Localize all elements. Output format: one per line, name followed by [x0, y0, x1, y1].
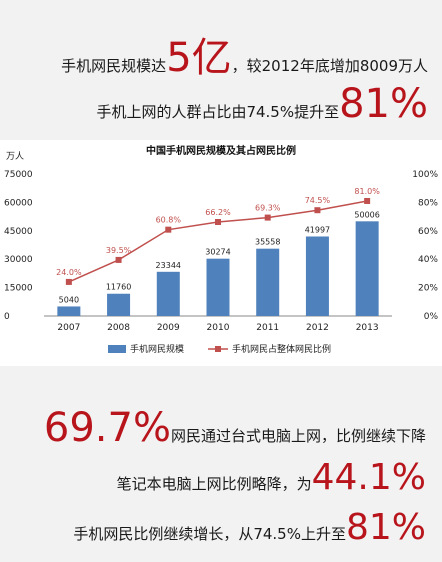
footer-mobile-number: 81% — [345, 507, 426, 548]
footer-desktop-text: 网民通过台式电脑上网，比例继续下降 — [170, 427, 426, 445]
share-point-2007 — [65, 278, 72, 285]
left-tick-label: 0 — [4, 312, 10, 322]
share-value-label: 81.0% — [354, 187, 380, 196]
left-tick-label: 15000 — [4, 284, 33, 294]
bar-value-label: 41997 — [305, 225, 330, 234]
share-value-label: 24.0% — [56, 268, 82, 277]
share-point-2013 — [364, 197, 371, 204]
x-tick-label: 2013 — [356, 323, 379, 333]
bar-2011 — [256, 248, 280, 316]
bar-2007 — [57, 306, 81, 316]
headline-scale-prefix: 手机网民规模达 — [61, 57, 167, 75]
headline-scale-number: 5亿 — [166, 35, 232, 81]
chart-panel: 中国手机网民规模及其占网民比例 万人 0 15000 30000 45000 60000… — [0, 140, 442, 366]
share-point-2011 — [264, 214, 271, 221]
headline-scale-suffix: ，较2012年底增加8009万人 — [231, 57, 428, 75]
mobile-users-chart: 中国手机网民规模及其占网民比例 万人 0 15000 30000 45000 60000… — [4, 144, 439, 355]
share-point-2008 — [115, 256, 122, 263]
right-tick-label: 20% — [418, 284, 438, 294]
legend-bar-label: 手机网民规模 — [130, 343, 184, 355]
legend-bar-swatch — [108, 345, 126, 353]
footer-mobile: 手机网民比例继续增长，从74.5%上升至81% — [73, 510, 426, 546]
footer-laptop-number: 44.1% — [311, 457, 426, 498]
bar-2012 — [305, 236, 329, 316]
share-point-2012 — [314, 207, 321, 214]
left-axis-unit: 万人 — [6, 151, 24, 162]
share-value-label: 60.8% — [156, 216, 182, 225]
x-tick-label: 2007 — [57, 323, 80, 333]
headline-share: 手机上网的人群占比由74.5%提升至81% — [96, 84, 428, 124]
legend-line-marker — [215, 346, 221, 352]
left-tick-label: 30000 — [4, 255, 33, 265]
x-tick-label: 2010 — [207, 323, 230, 333]
bar-2013 — [355, 221, 379, 316]
share-point-2009 — [165, 226, 172, 233]
bar-2010 — [206, 258, 230, 316]
bar-value-label: 11760 — [106, 283, 131, 292]
share-value-label: 66.2% — [205, 208, 231, 217]
headline-share-number: 81% — [339, 81, 428, 127]
footer-laptop-text: 笔记本电脑上网比例略降，为 — [116, 475, 312, 493]
left-tick-label: 60000 — [4, 198, 33, 208]
right-tick-label: 60% — [418, 227, 438, 237]
footer-mobile-text: 手机网民比例继续增长，从74.5%上升至 — [73, 525, 346, 543]
share-point-2010 — [215, 218, 221, 225]
headline-scale: 手机网民规模达5亿，较2012年底增加8009万人 — [61, 38, 428, 78]
bar-2009 — [156, 271, 180, 316]
footer-desktop-number: 69.7% — [43, 405, 171, 451]
share-value-label: 69.3% — [255, 204, 281, 213]
left-tick-label: 75000 — [4, 170, 33, 180]
right-tick-label: 80% — [418, 198, 438, 208]
right-tick-label: 0% — [424, 312, 439, 322]
chart-title: 中国手机网民规模及其占网民比例 — [146, 144, 296, 157]
left-tick-label: 45000 — [4, 227, 33, 237]
x-tick-label: 2008 — [107, 323, 130, 333]
bar-value-label: 50006 — [354, 210, 379, 219]
right-tick-label: 100% — [412, 170, 438, 180]
x-tick-label: 2011 — [256, 323, 279, 333]
x-tick-label: 2012 — [306, 323, 329, 333]
footer-desktop: 69.7%网民通过台式电脑上网，比例继续下降 — [44, 408, 426, 448]
legend-line-label: 手机网民占整体网民比例 — [232, 343, 331, 355]
bar-2008 — [107, 293, 131, 316]
share-value-label: 39.5% — [106, 246, 132, 255]
bar-value-label: 30274 — [205, 248, 230, 257]
footer-laptop: 笔记本电脑上网比例略降，为44.1% — [117, 460, 426, 496]
right-tick-label: 40% — [418, 255, 438, 265]
bar-value-label: 5040 — [59, 295, 79, 304]
x-tick-label: 2009 — [157, 323, 180, 333]
bar-value-label: 23344 — [156, 261, 181, 270]
share-value-label: 74.5% — [305, 196, 331, 205]
headline-share-prefix: 手机上网的人群占比由74.5%提升至 — [96, 103, 340, 121]
bar-value-label: 35558 — [255, 238, 280, 247]
